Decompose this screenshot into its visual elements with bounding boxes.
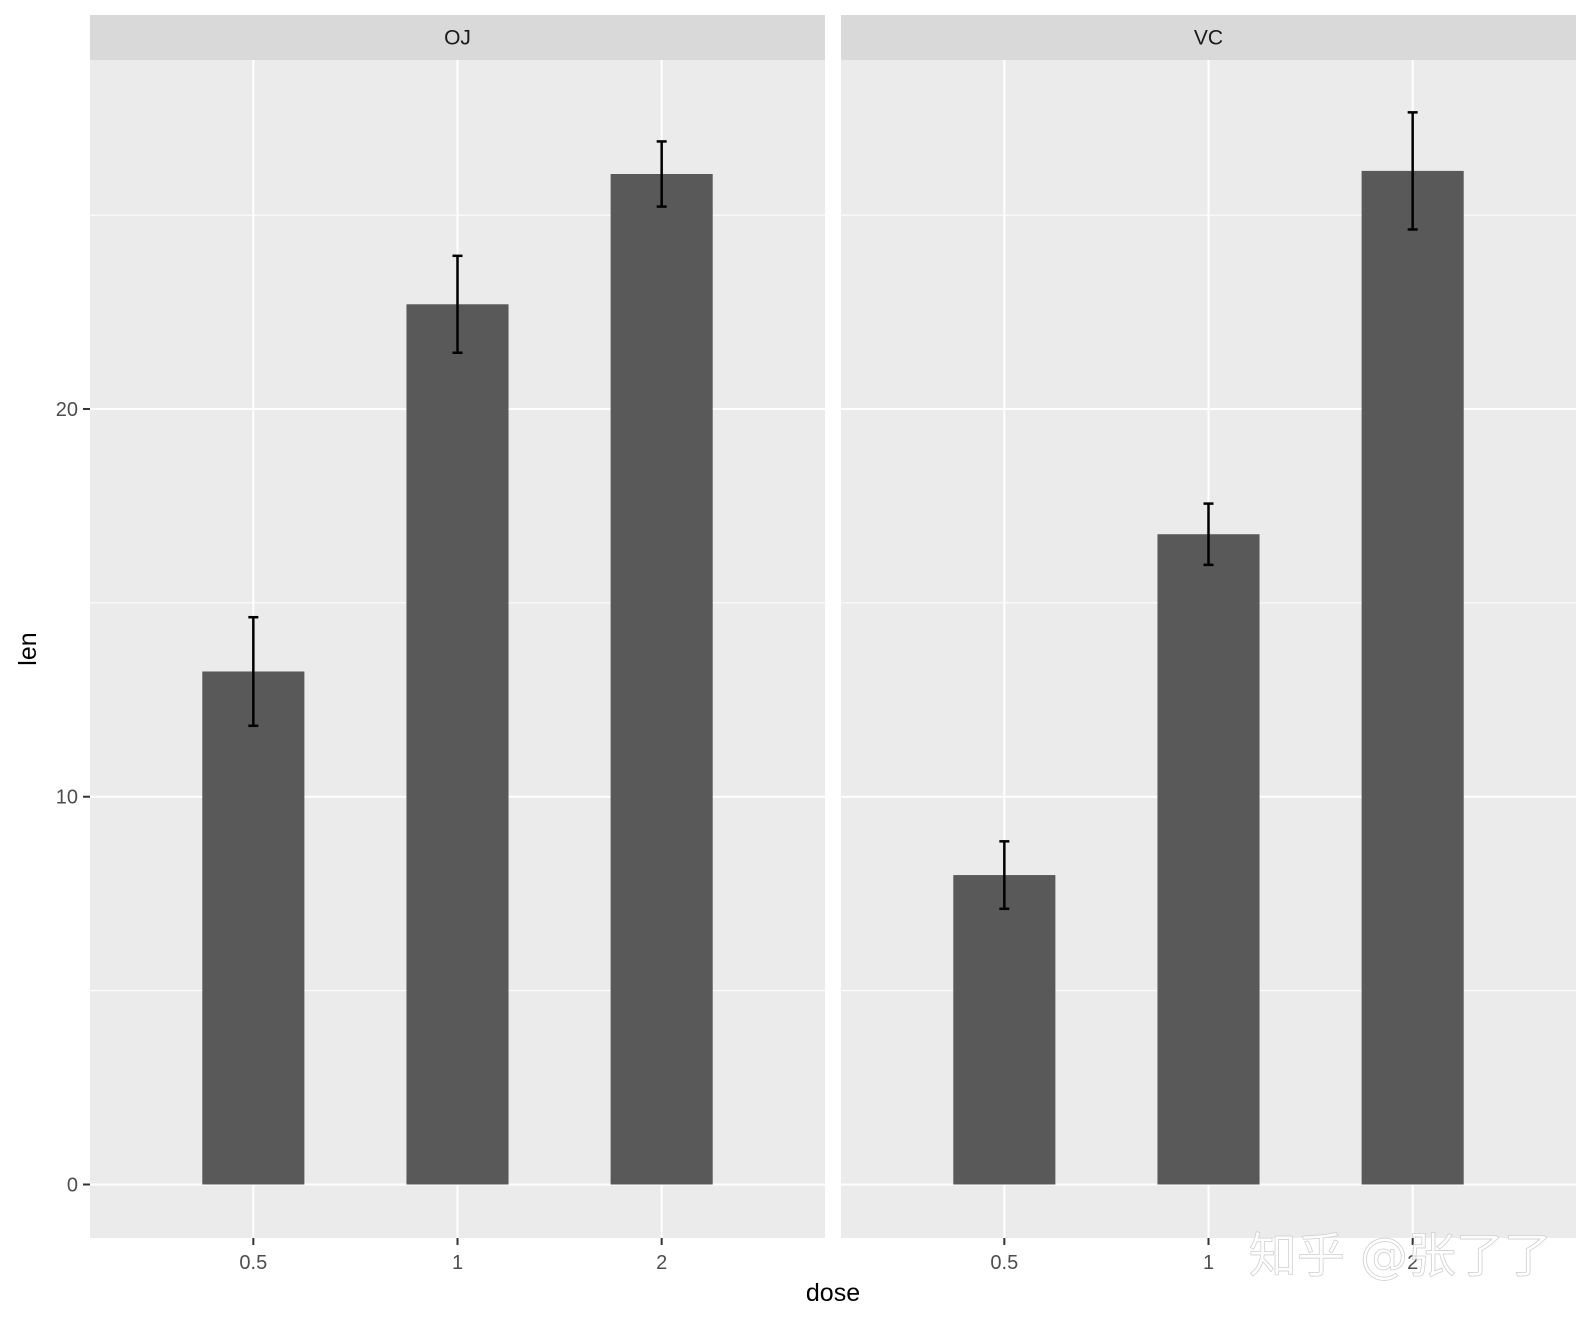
facet-panel-oj: OJ 0.5 1 2 — [90, 15, 825, 1274]
error-bar — [999, 840, 1010, 911]
bar-vc-2 — [1361, 170, 1464, 1185]
y-tick-label: 20 — [56, 399, 78, 421]
error-bar — [1407, 111, 1418, 231]
y-tick-label: 10 — [56, 787, 78, 809]
error-bar — [248, 615, 259, 728]
x-tick-label: 0.5 — [990, 1252, 1018, 1274]
x-tick-label: 1 — [452, 1252, 463, 1274]
x-tick-label: 2 — [656, 1252, 667, 1274]
y-tick-label: 0 — [67, 1174, 78, 1196]
facet-panel-vc: VC 0.5 1 2 — [841, 15, 1576, 1274]
bar-oj-2 — [610, 174, 713, 1185]
x-tick-label: 0.5 — [239, 1252, 267, 1274]
facet-strip — [841, 15, 1576, 60]
error-bar — [452, 254, 463, 355]
bar-oj-0.5 — [202, 671, 305, 1185]
bar-oj-1 — [406, 304, 509, 1185]
bar-vc-1 — [1157, 534, 1260, 1185]
facet-strip-label: VC — [1194, 27, 1223, 50]
facet-strip-label: OJ — [444, 27, 471, 50]
y-axis-title: len — [14, 632, 42, 665]
x-tick-label: 2 — [1407, 1252, 1418, 1274]
error-bar — [1203, 502, 1214, 567]
bar-vc-0.5 — [953, 875, 1056, 1185]
facet-strip — [90, 15, 825, 60]
error-bar — [656, 140, 667, 208]
watermark: 知乎 @张了了 — [1249, 1228, 1552, 1284]
x-tick-label: 1 — [1203, 1252, 1214, 1274]
x-axis-title: dose — [806, 1279, 860, 1307]
